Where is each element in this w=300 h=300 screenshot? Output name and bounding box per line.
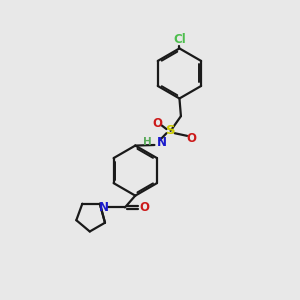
Text: H: H — [143, 137, 152, 147]
Text: S: S — [166, 124, 175, 137]
Text: Cl: Cl — [173, 33, 186, 46]
Text: N: N — [99, 201, 110, 214]
Text: N: N — [157, 136, 167, 149]
Text: O: O — [152, 117, 162, 130]
Text: O: O — [139, 201, 149, 214]
Text: O: O — [186, 132, 196, 145]
